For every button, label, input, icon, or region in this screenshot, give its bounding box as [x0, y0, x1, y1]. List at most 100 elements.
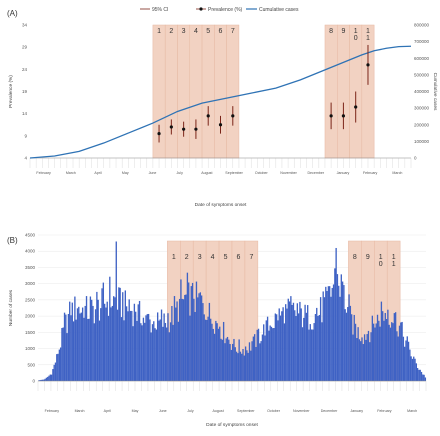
panel-b-bar: [344, 309, 346, 381]
panel-b-band-label: 9: [366, 254, 370, 261]
panel-b-bar: [392, 323, 394, 381]
panel-b-bar: [144, 322, 146, 381]
panel-b-bar: [323, 297, 326, 381]
panel-b-bar: [319, 297, 322, 381]
panel-b-bar: [133, 303, 136, 381]
panel-b-bar: [379, 326, 381, 381]
panel-a-right-tick-label: 500000: [414, 72, 430, 77]
panel-b-bar: [129, 310, 132, 381]
panel-b-bar: [84, 305, 86, 381]
panel-b-bar: [415, 363, 417, 381]
panel-b-bar: [299, 301, 301, 381]
panel-b-bar: [75, 319, 77, 381]
panel-b-bar: [389, 327, 392, 381]
panel-a-month-label: September: [225, 171, 243, 175]
panel-b-month-label: November: [293, 409, 310, 413]
panel-b-bar: [233, 338, 235, 381]
panel-b-bar: [234, 347, 236, 381]
panel-b-bar: [62, 327, 64, 381]
panel-a-month-label: March: [66, 171, 76, 175]
panel-b-tick-label: 4500: [25, 233, 36, 238]
panel-a-month-label: August: [201, 171, 212, 175]
panel-b-bar: [207, 316, 209, 381]
panel-b-bar: [146, 314, 148, 381]
panel-b-bar: [122, 292, 124, 381]
panel-b-bar: [270, 326, 273, 381]
panel-b-bar: [297, 313, 300, 381]
panel-b-bar: [314, 313, 317, 381]
panel-b-bar: [424, 377, 427, 381]
panel-b-bar: [295, 316, 297, 381]
panel-b-bar: [69, 301, 71, 381]
panel-a-left-tick-label: 4: [24, 156, 27, 161]
panel-b-bar: [206, 320, 208, 381]
panel-b-bar: [212, 328, 214, 381]
panel-b-bar: [221, 339, 223, 381]
panel-b-bar: [338, 285, 340, 381]
panel-b-bar: [345, 312, 348, 381]
panel-b-bar: [119, 287, 121, 381]
legend-line-label: Cumulative cases: [259, 7, 299, 13]
panel-b-bar: [142, 317, 145, 381]
panel-b-bar: [137, 304, 139, 381]
panel-b-bar: [193, 298, 195, 381]
panel-a-prevalence-point: [182, 127, 186, 131]
panel-a-right-tick-label: 400000: [414, 89, 430, 94]
panel-b-bar: [154, 328, 156, 381]
panel-a-month-label: May: [122, 171, 129, 175]
panel-a-right-tick-label: 100000: [414, 139, 430, 144]
panel-b-bar: [366, 334, 368, 381]
panel-b-bar: [404, 346, 406, 381]
panel-a-band-label: 5: [206, 28, 210, 35]
panel-b-bar: [400, 322, 402, 381]
panel-b-month-label: February: [377, 409, 392, 413]
panel-b-bar: [353, 314, 355, 381]
panel-b-bar: [313, 323, 315, 381]
panel-b-bar: [388, 324, 390, 381]
panel-b-bar: [189, 315, 191, 381]
panel-b-bar: [385, 318, 388, 381]
panel-b-bar: [422, 374, 424, 381]
panel-b-bar: [409, 349, 411, 381]
panel-b-bar: [181, 298, 183, 381]
panel-b-bar: [253, 334, 256, 381]
panel-b-bar: [327, 286, 330, 381]
panel-a-month-label: June: [149, 171, 157, 175]
panel-b-bar: [116, 309, 119, 381]
panel-b-bar: [88, 318, 90, 381]
panel-b-bar: [416, 368, 419, 381]
panel-b-bar: [210, 318, 212, 381]
panel-b-bar: [113, 296, 115, 381]
panel-a-left-tick-label: 29: [22, 45, 28, 50]
panel-b-bar: [89, 296, 92, 381]
panel-a-band-label: 3: [182, 28, 186, 35]
panel-b-month-label: July: [187, 409, 194, 413]
panel-b-bar: [168, 332, 170, 381]
panel-b-bar: [63, 312, 66, 381]
panel-b-bar: [159, 319, 161, 381]
panel-b-bar: [199, 292, 202, 381]
panel-b-bar: [190, 286, 192, 381]
panel-b-bar: [61, 327, 63, 381]
panel-a-prevalence-point: [341, 114, 346, 118]
panel-b-bar: [279, 315, 282, 381]
panel-b-bar: [243, 355, 245, 381]
panel-b-bar: [127, 311, 129, 381]
panel-b-bar: [56, 354, 58, 381]
panel-b-bar: [71, 302, 73, 381]
panel-b-tick-label: 0: [32, 379, 35, 384]
panel-b-bar: [49, 374, 51, 381]
panel-b-bar: [352, 334, 354, 381]
panel-b-bar: [290, 296, 292, 381]
panel-b-bar: [120, 317, 123, 381]
panel-b-bar: [150, 332, 152, 381]
panel-b-bar: [394, 312, 397, 381]
panel-b-bar: [387, 309, 389, 381]
panel-b-bar: [259, 343, 261, 381]
panel-b-bar: [111, 305, 114, 381]
panel-a-band-label: 1: [157, 28, 161, 35]
panel-b-bar: [96, 291, 98, 381]
panel-b-bar: [74, 296, 76, 381]
panel-b-bar: [413, 356, 415, 381]
